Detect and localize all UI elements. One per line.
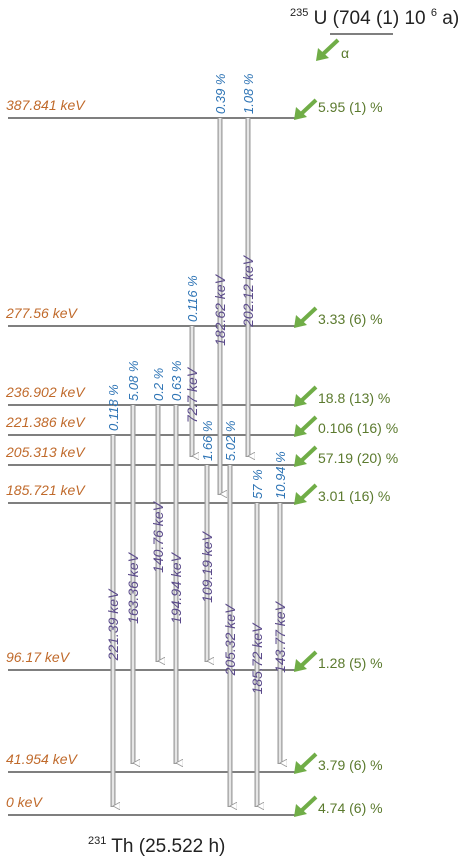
parent-exponent: 6 xyxy=(431,7,437,19)
transition-intensity: 10.94 % xyxy=(273,451,288,499)
daughter-symbol: Th xyxy=(111,836,133,857)
feeding-arrow-icon xyxy=(294,795,318,817)
gamma-transitions: 182.62 keV 0.39 % 202.12 keV 1.08 % 72.7 keV… xyxy=(105,74,288,807)
level-energy-label: 277.56 keV xyxy=(5,305,78,321)
transition-intensity: 0.2 % xyxy=(151,368,166,401)
level-energy-label: 221.386 keV xyxy=(5,414,86,430)
transition-5: 140.76 keV 0.2 % xyxy=(150,368,166,662)
transition-energy: 182.62 keV xyxy=(212,273,228,345)
level-energy-label: 387.841 keV xyxy=(6,97,86,113)
feeding-arrow-icon xyxy=(294,445,318,467)
feeding-arrow-icon xyxy=(294,752,318,774)
transition-intensity: 57 % xyxy=(250,469,265,499)
transition-energy: 163.36 keV xyxy=(125,551,141,623)
transition-1: 202.12 keV 1.08 % xyxy=(240,74,256,457)
feeding-intensity: 3.33 (6) % xyxy=(318,311,383,327)
parent-mass: 235 xyxy=(290,7,308,19)
level-energy-label: 236.902 keV xyxy=(5,384,86,400)
transition-energy: 202.12 keV xyxy=(240,254,256,327)
level-energy-label: 0 keV xyxy=(6,794,43,810)
level-1: 277.56 keV 3.33 (6) % xyxy=(5,305,383,328)
feeding-arrow-icon xyxy=(294,385,318,407)
transition-6: 194.94 keV 0.63 % xyxy=(168,361,184,764)
alpha-label: α xyxy=(341,45,349,61)
daughter-halflife: (25.522 h) xyxy=(139,836,226,857)
parent-header: 235 U (704 (1) 10 6 a) α xyxy=(290,0,459,61)
feeding-intensity: 3.01 (16) % xyxy=(318,488,390,504)
feeding-intensity: 57.19 (20) % xyxy=(318,450,398,466)
transition-energy: 185.72 keV xyxy=(249,622,265,694)
parent-symbol: U xyxy=(314,8,328,29)
transition-intensity: 0.63 % xyxy=(169,361,184,401)
feeding-intensity: 4.74 (6) % xyxy=(318,800,383,816)
transition-8: 205.32 keV 5.02 % xyxy=(222,421,238,807)
level-0: 387.841 keV 5.95 (1) % xyxy=(6,97,383,120)
feeding-intensity: 1.28 (5) % xyxy=(318,655,383,671)
transition-energy: 205.32 keV xyxy=(222,603,238,676)
feeding-arrow-icon xyxy=(294,415,318,437)
transition-intensity: 1.08 % xyxy=(241,74,256,114)
level-4: 205.313 keV 57.19 (20) % xyxy=(5,444,398,467)
level-6: 96.17 keV 1.28 (5) % xyxy=(6,649,383,672)
feeding-arrow-icon xyxy=(294,306,318,328)
parent-halflife: (704 (1) 10 xyxy=(333,8,426,29)
transition-energy: 194.94 keV xyxy=(168,551,184,623)
transition-energy: 140.76 keV xyxy=(150,500,166,572)
feeding-intensity: 3.79 (6) % xyxy=(318,757,383,773)
feeding-intensity: 0.106 (16) % xyxy=(318,420,398,436)
feeding-arrow-icon xyxy=(294,483,318,505)
level-energy-label: 185.721 keV xyxy=(6,482,86,498)
transition-2: 72.7 keV 0.116 % xyxy=(184,275,200,457)
transition-energy: 143.77 keV xyxy=(272,600,288,672)
transition-intensity: 5.08 % xyxy=(126,361,141,401)
feeding-arrow-icon xyxy=(294,650,318,672)
level-8: 0 keV 4.74 (6) % xyxy=(6,794,383,817)
transition-4: 163.36 keV 5.08 % xyxy=(125,361,141,764)
feeding-intensity: 18.8 (13) % xyxy=(318,390,390,406)
level-energy-label: 41.954 keV xyxy=(6,751,78,767)
daughter-mass: 231 xyxy=(88,835,106,847)
parent-unit: a) xyxy=(442,8,459,29)
transition-intensity: 0.116 % xyxy=(185,275,200,322)
level-5: 185.721 keV 3.01 (16) % xyxy=(6,482,390,505)
daughter-header: 231 Th (25.522 h) xyxy=(88,828,225,857)
energy-levels: 387.841 keV 5.95 (1) % 277.56 keV 3.33 (6) … xyxy=(5,97,398,817)
transition-energy: 72.7 keV xyxy=(184,366,200,423)
level-energy-label: 96.17 keV xyxy=(6,649,71,665)
transition-9: 185.72 keV 57 % xyxy=(249,469,265,807)
transition-intensity: 0.39 % xyxy=(213,74,228,114)
transition-0: 182.62 keV 0.39 % xyxy=(212,74,228,495)
level-7: 41.954 keV 3.79 (6) % xyxy=(6,751,383,774)
parent-alpha-arrow-icon xyxy=(316,38,340,61)
transition-intensity: 5.02 % xyxy=(223,421,238,461)
transition-intensity: 0.118 % xyxy=(106,384,121,431)
level-2: 236.902 keV 18.8 (13) % xyxy=(5,384,390,407)
transition-energy: 109.19 keV xyxy=(199,530,215,602)
feeding-arrow-icon xyxy=(294,98,318,120)
transition-3: 221.39 keV 0.118 % xyxy=(105,384,121,807)
transition-energy: 221.39 keV xyxy=(105,588,121,661)
transition-10: 143.77 keV 10.94 % xyxy=(272,451,288,764)
transition-intensity: 1.66 % xyxy=(200,421,215,461)
feeding-intensity: 5.95 (1) % xyxy=(318,99,383,115)
svg-text:235 U (704 (1) 10: 235 U (704 (1) 10 6 a) xyxy=(290,0,459,29)
transition-7: 109.19 keV 1.66 % xyxy=(199,421,215,662)
level-energy-label: 205.313 keV xyxy=(5,444,86,460)
